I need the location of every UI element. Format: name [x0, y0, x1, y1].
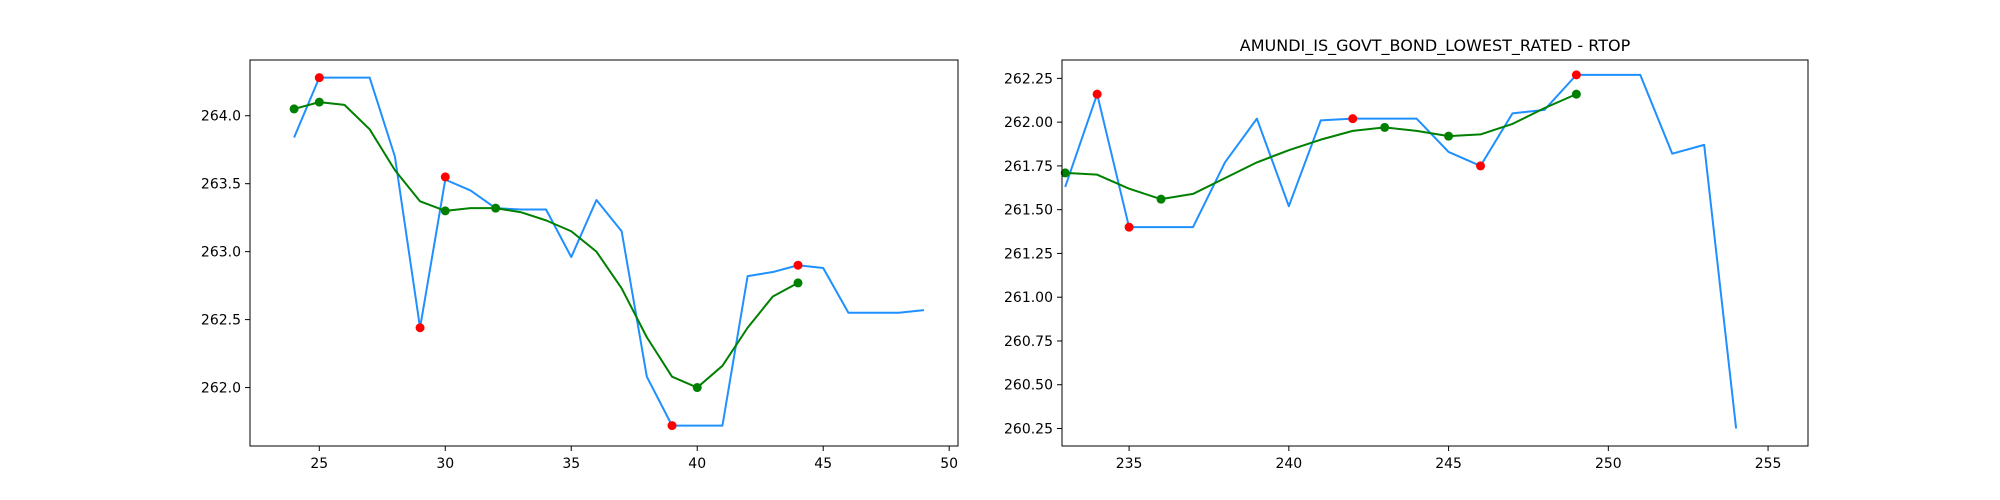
chart-1: 25 30 35 40 45 50 262.0 262.5 263.0 263.5 264.0	[201, 59, 959, 472]
plot-area	[1062, 60, 1808, 446]
data-point-green-markers	[1444, 131, 1454, 141]
data-point-green-markers	[1060, 168, 1070, 178]
data-point-green-markers	[1380, 122, 1390, 132]
data-point-green-markers	[1571, 89, 1581, 99]
y-tick-label: 260.25	[1004, 421, 1053, 437]
data-point-red-markers	[1348, 114, 1358, 124]
data-point-red-markers	[440, 172, 450, 182]
y-tick-label: 260.50	[1004, 378, 1053, 394]
y-tick-label: 261.75	[1004, 159, 1053, 175]
x-tick-label: 35	[562, 456, 580, 472]
x-tick-label: 40	[688, 456, 706, 472]
x-tick-label: 45	[814, 456, 832, 472]
data-point-red-markers	[1571, 70, 1581, 80]
x-tick-label: 240	[1275, 456, 1302, 472]
data-point-red-markers	[1092, 89, 1102, 99]
series-line-moving-average	[1065, 93, 1577, 201]
data-point-red-markers	[667, 421, 677, 431]
y-tick-label: 261.50	[1004, 203, 1053, 219]
chart-2: 235 240 245 250 255 260.25 260.50 260.75 261.00 2…	[1004, 36, 1809, 472]
x-tick-label: 255	[1755, 456, 1782, 472]
data-point-green-markers	[1156, 194, 1166, 204]
data-point-red-markers	[793, 260, 803, 270]
y-tick-label: 263.0	[201, 245, 241, 261]
series-line-moving-average	[293, 101, 799, 389]
data-point-red-markers	[1476, 161, 1486, 171]
data-point-green-markers	[440, 206, 450, 216]
data-point-red-markers	[314, 73, 324, 83]
x-tick-label: 30	[436, 456, 454, 472]
y-tick-label: 263.5	[201, 177, 241, 193]
data-point-green-markers	[793, 278, 803, 288]
x-tick-label: 250	[1595, 456, 1622, 472]
y-tick-label: 264.0	[201, 109, 241, 125]
y-tick-label: 261.00	[1004, 290, 1053, 306]
plot-area	[250, 60, 958, 446]
data-point-green-markers	[491, 203, 501, 213]
x-tick-label: 25	[310, 456, 328, 472]
x-tick-label: 245	[1435, 456, 1462, 472]
data-point-red-markers	[1124, 222, 1134, 232]
series-line-price	[1064, 73, 1738, 429]
y-tick-label: 260.75	[1004, 334, 1053, 350]
y-tick-label: 262.0	[201, 381, 241, 397]
data-point-green-markers	[692, 383, 702, 393]
y-tick-label: 262.5	[201, 313, 241, 329]
x-tick-label: 50	[940, 456, 958, 472]
data-point-green-markers	[289, 104, 299, 114]
series-line-price	[293, 76, 925, 427]
data-point-red-markers	[415, 323, 425, 333]
y-tick-label: 262.25	[1004, 71, 1053, 87]
chart-title: AMUNDI_IS_GOVT_BOND_LOWEST_RATED - RTOP	[1240, 36, 1631, 56]
y-tick-label: 262.00	[1004, 115, 1053, 131]
axes-frame	[249, 59, 959, 447]
y-tick-label: 261.25	[1004, 246, 1053, 262]
x-tick-label: 235	[1116, 456, 1143, 472]
data-point-green-markers	[314, 97, 324, 107]
